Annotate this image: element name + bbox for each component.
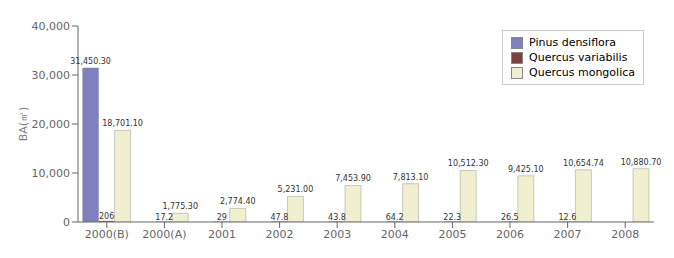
svg-text:2006: 2006 [496, 228, 524, 241]
svg-text:9,425.10: 9,425.10 [508, 165, 544, 174]
svg-text:2002: 2002 [266, 228, 294, 241]
svg-text:2001: 2001 [208, 228, 236, 241]
svg-text:12.6: 12.6 [559, 213, 577, 222]
svg-text:47.8: 47.8 [271, 213, 289, 222]
svg-text:18,701.10: 18,701.10 [102, 119, 143, 128]
svg-text:2,774.40: 2,774.40 [220, 197, 256, 206]
svg-text:5,231.00: 5,231.00 [278, 185, 314, 194]
svg-text:2000(A): 2000(A) [142, 228, 186, 241]
html-text:Quercus variabilis: Quercus variabilis [529, 51, 628, 64]
svg-text:10,512.30: 10,512.30 [448, 159, 489, 168]
svg-text:29: 29 [217, 213, 227, 222]
svg-text:10,880.70: 10,880.70 [621, 158, 662, 167]
svg-text:0: 0 [63, 216, 70, 229]
svg-text:64.2: 64.2 [386, 213, 404, 222]
svg-text:2000(B): 2000(B) [85, 228, 129, 241]
svg-text:30,000: 30,000 [32, 69, 71, 82]
svg-text:20,000: 20,000 [32, 118, 71, 131]
svg-text:7,813.10: 7,813.10 [393, 173, 429, 182]
svg-text:1,775.30: 1,775.30 [162, 202, 198, 211]
svg-text:22.3: 22.3 [443, 213, 461, 222]
svg-text:43.8: 43.8 [328, 213, 346, 222]
svg-text:40,000: 40,000 [32, 20, 71, 33]
svg-text:10,654.74: 10,654.74 [563, 159, 604, 168]
svg-text:206: 206 [99, 212, 114, 221]
svg-text:10,000: 10,000 [32, 167, 71, 180]
svg-text:2008: 2008 [611, 228, 639, 241]
svg-text:17.2: 17.2 [155, 213, 173, 222]
svg-text:31,450.30: 31,450.30 [70, 57, 111, 66]
svg-text:BA(㎡): BA(㎡) [17, 107, 30, 142]
html-text:Pinus densiflora: Pinus densiflora [529, 36, 617, 49]
html-text:Quercus mongolica: Quercus mongolica [529, 66, 635, 79]
svg-text:2004: 2004 [381, 228, 409, 241]
svg-text:26.5: 26.5 [501, 213, 519, 222]
svg-text:7,453.90: 7,453.90 [335, 174, 371, 183]
svg-text:2007: 2007 [554, 228, 582, 241]
svg-text:2003: 2003 [323, 228, 351, 241]
svg-text:2005: 2005 [438, 228, 466, 241]
